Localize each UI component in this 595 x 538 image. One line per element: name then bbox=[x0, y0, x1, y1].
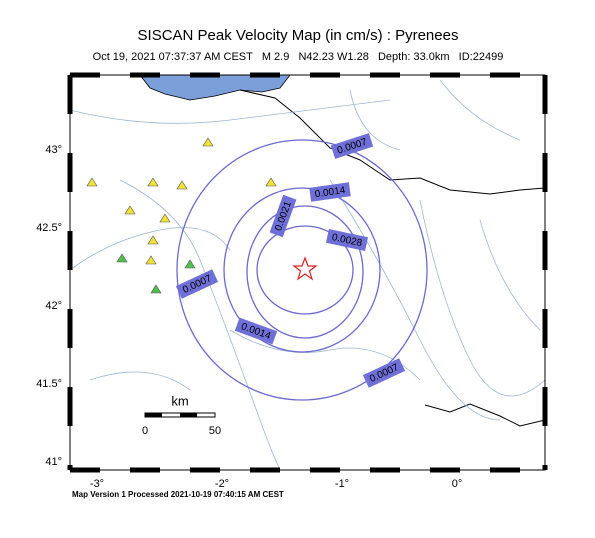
map: 0.00070.00140.00210.00280.00070.00140.00… bbox=[67, 72, 548, 473]
lat-label: 41.5° bbox=[36, 378, 62, 390]
epicenter bbox=[292, 256, 318, 281]
contour-label-box bbox=[325, 228, 369, 252]
subtitle: Oct 19, 2021 07:37:37 AM CEST M 2.9 N42.… bbox=[93, 51, 504, 63]
coastline bbox=[424, 403, 545, 427]
contour-label-box bbox=[269, 194, 297, 238]
border bbox=[239, 89, 545, 195]
contour-label-box bbox=[309, 182, 351, 202]
contour-label-box bbox=[234, 317, 278, 345]
lon-label: -1° bbox=[335, 478, 349, 490]
scale-start: 0 bbox=[142, 425, 148, 437]
frame-ticks bbox=[70, 72, 545, 473]
stations bbox=[86, 137, 277, 294]
scale-bar: km 0 50 bbox=[142, 393, 221, 436]
lon-label: -2° bbox=[215, 478, 229, 490]
rivers bbox=[70, 79, 545, 470]
scale-unit: km bbox=[171, 393, 188, 408]
lat-label: 42.5° bbox=[36, 222, 62, 234]
lat-label: 43° bbox=[45, 144, 62, 156]
lat-label: 42° bbox=[45, 300, 62, 312]
footer: Map Version 1 Processed 2021-10-19 07:40… bbox=[72, 490, 284, 499]
contour-label: 0.0028 bbox=[325, 228, 369, 252]
title: SISCAN Peak Velocity Map (in cm/s) : Pyr… bbox=[138, 27, 459, 44]
contour-label-box bbox=[330, 133, 374, 159]
contour-label-box bbox=[175, 269, 219, 299]
scale-end: 50 bbox=[209, 425, 221, 437]
map-background bbox=[70, 75, 545, 470]
map-frame bbox=[69, 74, 546, 471]
lon-label: 0° bbox=[452, 478, 463, 490]
lat-label: 41° bbox=[45, 456, 62, 468]
lon-label: -3° bbox=[90, 478, 104, 490]
contour-label: 0.0014 bbox=[309, 182, 351, 202]
contours bbox=[176, 139, 428, 401]
contour-label-text: 0.0014 bbox=[314, 185, 346, 200]
frame-ticks bbox=[67, 75, 548, 470]
sea bbox=[139, 75, 291, 101]
contour-label-box bbox=[362, 358, 406, 388]
